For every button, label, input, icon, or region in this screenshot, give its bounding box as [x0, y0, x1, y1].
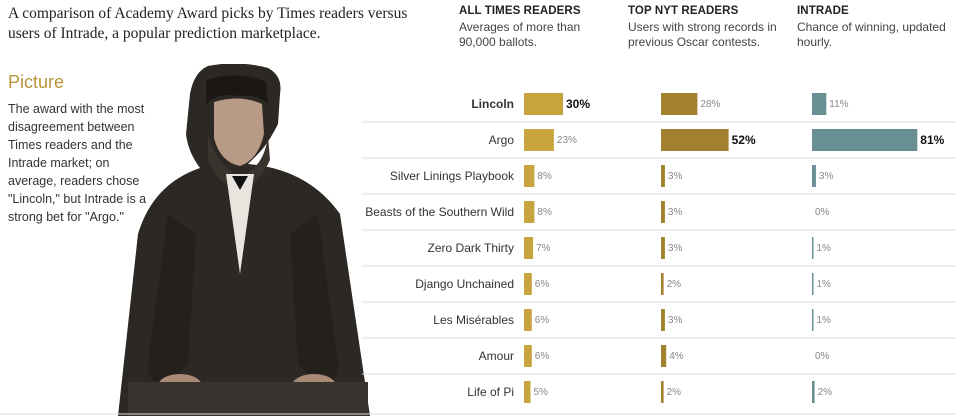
- bar-1: [661, 165, 665, 187]
- bar-1: [661, 273, 664, 295]
- bar-1: [661, 93, 698, 115]
- row-label: Beasts of the Southern Wild: [365, 205, 514, 219]
- column-title-top-readers: TOP NYT READERS: [628, 5, 739, 17]
- value-label: 3%: [668, 171, 683, 182]
- value-label: 30%: [566, 97, 590, 111]
- column-desc-top-readers: Users with strong records in previous Os…: [628, 20, 777, 49]
- column-title-all-readers: ALL TIMES READERS: [459, 5, 581, 17]
- bar-1: [661, 381, 664, 403]
- value-label: 3%: [668, 315, 683, 326]
- value-label: 0%: [815, 351, 830, 362]
- value-label: 2%: [667, 279, 682, 290]
- value-label: 1%: [817, 315, 832, 326]
- bar-0: [524, 201, 535, 223]
- row-label: Amour: [479, 349, 514, 363]
- bar-1: [661, 201, 665, 223]
- value-label: 5%: [534, 387, 549, 398]
- bar-2: [812, 129, 918, 151]
- value-label: 52%: [732, 133, 756, 147]
- bar-0: [524, 93, 563, 115]
- value-label: 2%: [667, 387, 682, 398]
- value-label: 4%: [669, 351, 684, 362]
- bar-0: [524, 345, 532, 367]
- row-label: Django Unchained: [415, 277, 514, 291]
- bar-2: [812, 273, 814, 295]
- category-title: Picture: [8, 72, 65, 92]
- value-label: 1%: [817, 243, 832, 254]
- column-desc-intrade: Chance of winning, updated hourly.: [797, 20, 946, 49]
- lincoln-photo: [118, 64, 370, 416]
- row-label: Zero Dark Thirty: [428, 241, 514, 255]
- column-header-all-readers: ALL TIMES READERS Averages of more than …: [459, 4, 599, 49]
- column-title-intrade: INTRADE: [797, 5, 849, 17]
- value-label: 3%: [668, 207, 683, 218]
- bar-2: [812, 381, 815, 403]
- value-label: 11%: [829, 99, 848, 110]
- bar-1: [661, 129, 729, 151]
- value-label: 6%: [535, 279, 550, 290]
- value-label: 23%: [557, 135, 577, 146]
- column-header-top-readers: TOP NYT READERS Users with strong record…: [628, 4, 778, 49]
- bar-2: [812, 165, 816, 187]
- intro-text: A comparison of Academy Award picks by T…: [8, 5, 408, 42]
- value-label: 8%: [537, 207, 552, 218]
- value-label: 81%: [920, 133, 944, 147]
- value-label: 8%: [537, 171, 552, 182]
- bar-2: [812, 237, 814, 259]
- value-label: 3%: [668, 243, 683, 254]
- column-desc-all-readers: Averages of more than 90,000 ballots.: [459, 20, 581, 49]
- value-label: 6%: [535, 315, 550, 326]
- row-label: Argo: [489, 133, 515, 147]
- value-label: 3%: [819, 171, 834, 182]
- bar-0: [524, 237, 534, 259]
- bar-0: [524, 309, 532, 331]
- value-label: 2%: [818, 387, 833, 398]
- row-label: Life of Pi: [467, 385, 514, 399]
- value-label: 0%: [815, 207, 830, 218]
- bar-0: [524, 273, 532, 295]
- bar-0: [524, 165, 535, 187]
- row-label: Lincoln: [471, 97, 514, 111]
- bar-1: [661, 237, 665, 259]
- bar-1: [661, 309, 665, 331]
- bar-2: [812, 93, 827, 115]
- bar-0: [524, 381, 531, 403]
- category-description: The award with the most disagreement bet…: [8, 102, 147, 224]
- row-label: Les Misérables: [433, 313, 514, 327]
- value-label: 7%: [536, 243, 551, 254]
- value-label: 1%: [817, 279, 832, 290]
- row-label: Silver Linings Playbook: [390, 169, 515, 183]
- value-label: 6%: [535, 351, 550, 362]
- bar-0: [524, 129, 554, 151]
- bar-1: [661, 345, 667, 367]
- value-label: 28%: [700, 99, 720, 110]
- column-header-intrade: INTRADE Chance of winning, updated hourl…: [797, 4, 947, 49]
- bar-2: [812, 309, 814, 331]
